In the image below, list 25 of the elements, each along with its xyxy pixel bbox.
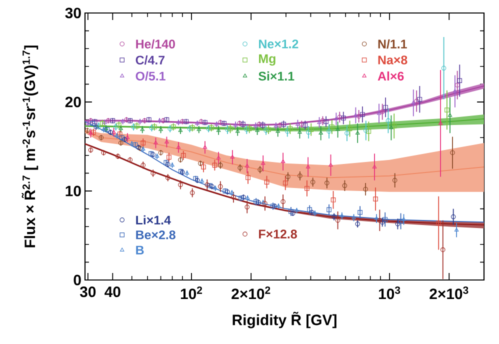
legend-label: Na×8 [378, 56, 408, 64]
x-axis-title: Rigidity R̃ [GV] [232, 312, 336, 328]
legend-label: Be×2.8 [136, 230, 176, 240]
legend-label: He/140 [136, 39, 175, 49]
y-tick-label: 0 [74, 274, 81, 286]
y-tick-label: 10 [66, 186, 81, 196]
x-tick-label: 30 [80, 286, 96, 298]
legend-label: Mg [259, 54, 276, 66]
legend-label: Li×1.4 [136, 215, 171, 224]
legend-label: Ne×1.2 [259, 40, 298, 48]
legend-label: F×12.8 [259, 230, 297, 238]
x-tick-label: 2×10$^{3}$ [430, 286, 468, 300]
legend-label: Al×6 [378, 71, 404, 81]
legend-label: Si×1.1 [258, 71, 294, 81]
y-tick-label: 30 [65, 8, 81, 18]
legend-label: N/1.1 [378, 39, 407, 49]
x-tick-label: 10$^{3}$ [378, 286, 400, 300]
x-tick-label: 40 [104, 286, 120, 298]
x-tick-label: 10$^{2}$ [180, 286, 202, 300]
legend-label: B [136, 246, 144, 254]
legend-label: C/4.7 [136, 55, 165, 65]
legend-label: O/5.1 [136, 71, 166, 81]
text: Flux × R̃$^{2.7}$ [ m$^{-2}$s$^{-1}$sr$^{-1}$(GV)$^{1.7}$] [22, 46, 38, 248]
x-tick-label: 2×10$^{2}$ [232, 286, 270, 300]
y-tick-label: 20 [65, 96, 81, 108]
